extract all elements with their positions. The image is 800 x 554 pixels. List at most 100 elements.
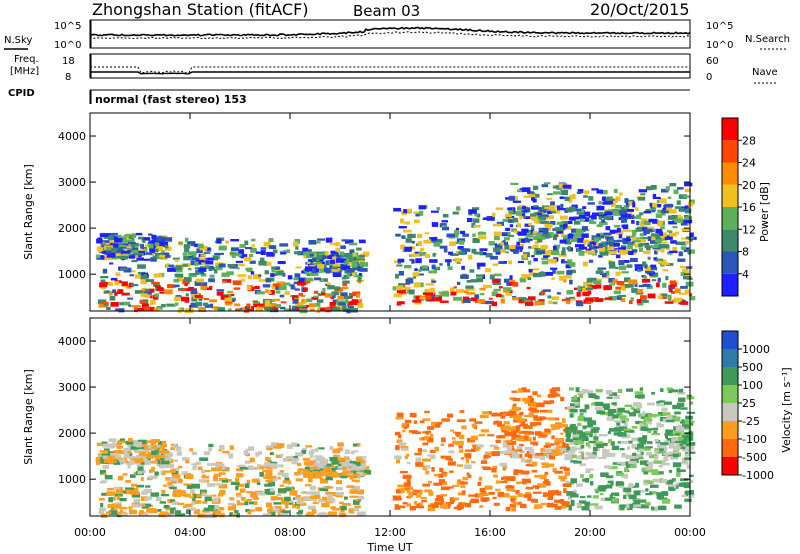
heatmap-cell: [394, 431, 401, 436]
heatmap-cell: [546, 502, 554, 508]
heatmap-cell: [561, 233, 566, 236]
heatmap-cell: [651, 470, 659, 475]
heatmap-cell: [638, 453, 642, 457]
heatmap-cell: [575, 228, 584, 234]
heatmap-cell: [449, 287, 455, 292]
heatmap-cell: [624, 198, 629, 203]
heatmap-cell: [140, 477, 144, 481]
heatmap-cell: [415, 505, 425, 509]
heatmap-cell: [184, 493, 191, 498]
heatmap-cell: [689, 296, 696, 301]
heatmap-cell: [325, 254, 335, 260]
heatmap-cell: [516, 481, 520, 485]
heatmap-cell: [291, 459, 298, 465]
heatmap-cell: [187, 267, 192, 271]
heatmap-cell: [585, 431, 593, 434]
heatmap-cell: [608, 264, 616, 269]
colorbar-tick-label: 20: [742, 179, 756, 192]
heatmap-cell: [640, 460, 649, 465]
heatmap-cell: [170, 266, 178, 269]
heatmap-cell: [552, 394, 561, 397]
heatmap-cell: [575, 244, 584, 248]
heatmap-cell: [554, 227, 564, 232]
heatmap-cell: [603, 215, 612, 220]
heatmap-cell: [645, 186, 653, 191]
heatmap-cell: [225, 302, 232, 306]
heatmap-cell: [547, 210, 552, 214]
heatmap-cell: [476, 444, 484, 448]
heatmap-cell: [119, 245, 128, 248]
heatmap-cell: [576, 430, 584, 434]
heatmap-cell: [630, 297, 634, 302]
heatmap-cell: [560, 424, 569, 428]
heatmap-cell: [170, 468, 176, 473]
heatmap-cell: [139, 300, 145, 304]
heatmap-cell: [264, 489, 270, 494]
heatmap-cell: [424, 489, 432, 493]
heatmap-cell: [265, 479, 273, 483]
heatmap-cell: [400, 218, 404, 224]
heatmap-cell: [630, 455, 639, 459]
heatmap-cell: [676, 200, 681, 205]
heatmap-cell: [501, 232, 510, 235]
heatmap-cell: [436, 207, 440, 211]
heatmap-cell: [668, 484, 677, 487]
heatmap-cell: [270, 496, 278, 501]
heatmap-cell: [598, 213, 607, 218]
heatmap-cell: [435, 423, 441, 428]
heatmap-cell: [580, 445, 585, 449]
heatmap-cell: [310, 495, 318, 499]
heatmap-cell: [588, 393, 596, 398]
heatmap-cell: [228, 308, 232, 311]
heatmap-cell: [571, 429, 577, 433]
heatmap-cell: [615, 254, 621, 259]
heatmap-cell: [563, 429, 567, 432]
heatmap-cell: [562, 235, 571, 241]
heatmap-cell: [154, 471, 159, 476]
heatmap-cell: [262, 284, 271, 288]
heatmap-cell: [594, 249, 598, 253]
heatmap-cell: [512, 297, 519, 301]
heatmap-cell: [669, 389, 679, 392]
heatmap-cell: [679, 292, 687, 295]
heatmap-cell: [688, 201, 694, 207]
heatmap-cell: [563, 279, 567, 283]
heatmap-cell: [296, 500, 304, 505]
heatmap-cell: [455, 431, 461, 436]
heatmap-cell: [618, 485, 624, 488]
heatmap-cell: [284, 477, 290, 481]
heatmap-cell: [669, 183, 677, 187]
heatmap-cell: [295, 497, 302, 500]
heatmap-cell: [542, 451, 547, 456]
heatmap-cell: [277, 261, 286, 265]
heatmap-cell: [412, 300, 421, 303]
heatmap-cell: [462, 296, 470, 300]
heatmap-cell: [629, 300, 633, 305]
heatmap-cell: [206, 494, 211, 499]
heatmap-cell: [275, 454, 282, 458]
heatmap-cell: [267, 476, 274, 480]
heatmap-cell: [251, 244, 256, 248]
heatmap-cell: [575, 441, 584, 445]
heatmap-cell: [140, 496, 147, 502]
heatmap-cell: [511, 506, 517, 512]
heatmap-cell: [474, 493, 480, 498]
heatmap-cell: [635, 420, 642, 425]
heatmap-cell: [110, 452, 119, 456]
colorbar-segment: [722, 184, 738, 207]
heatmap-cell: [632, 452, 637, 458]
heatmap-cell: [458, 449, 464, 453]
heatmap-cell: [98, 507, 106, 512]
heatmap-cell: [422, 442, 429, 446]
heatmap-cell: [113, 236, 118, 240]
heatmap-cell: [624, 284, 634, 288]
heatmap-cell: [566, 491, 574, 496]
heatmap-cell: [626, 203, 630, 207]
heatmap-cell: [312, 466, 318, 470]
heatmap-cell: [396, 289, 406, 294]
heatmap-cell: [573, 208, 581, 212]
heatmap-cell: [340, 506, 347, 511]
heatmap-cell: [236, 483, 245, 487]
heatmap-cell: [343, 469, 352, 475]
heatmap-cell: [554, 392, 559, 396]
